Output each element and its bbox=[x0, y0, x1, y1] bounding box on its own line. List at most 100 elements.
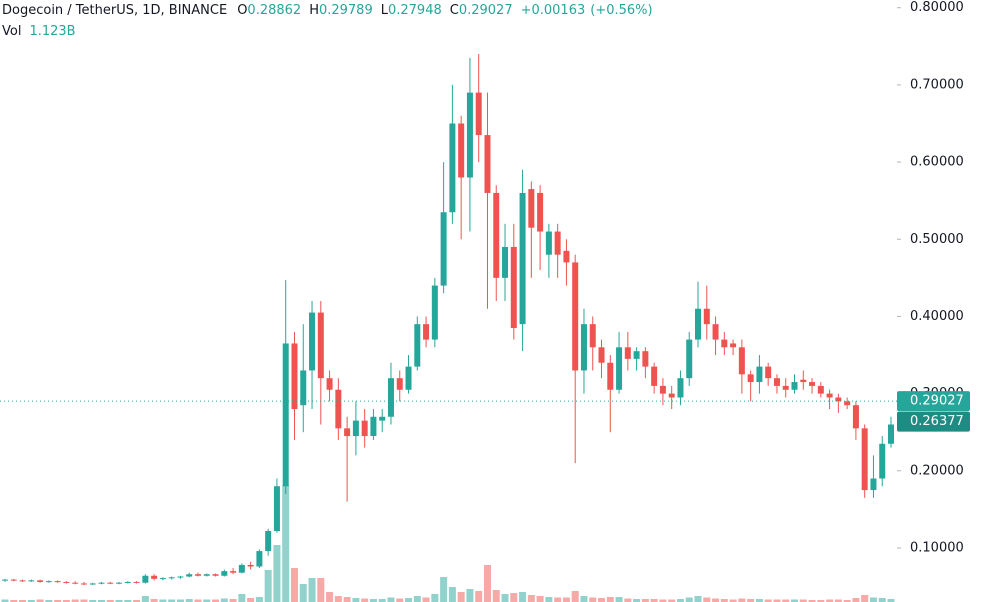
volume-bar bbox=[387, 597, 395, 602]
header-line: Dogecoin / TetherUS, 1D, BINANCE O0.28862… bbox=[2, 3, 653, 18]
y-tick-label: 0.70000 bbox=[910, 77, 964, 92]
candle-body bbox=[651, 366, 658, 386]
candle-body bbox=[449, 123, 456, 213]
price-marker-label: 0.26377 bbox=[910, 414, 964, 429]
volume-bar bbox=[45, 600, 53, 602]
volume-bar bbox=[448, 587, 456, 602]
volume-bar bbox=[817, 600, 825, 602]
volume-bar bbox=[273, 545, 281, 602]
candle-body bbox=[545, 231, 552, 255]
volume-bar bbox=[729, 599, 737, 602]
y-tick-label: 0.50000 bbox=[910, 232, 964, 247]
volume-bar bbox=[10, 600, 18, 602]
volume-bar bbox=[413, 596, 421, 602]
volume-bar bbox=[361, 598, 369, 602]
candle-body bbox=[510, 246, 517, 329]
volume-bar bbox=[510, 593, 518, 602]
candle-body bbox=[633, 351, 640, 359]
candle-body bbox=[861, 428, 868, 491]
volume-value: 1.123B bbox=[29, 24, 75, 39]
volume-bar bbox=[71, 599, 79, 602]
volume-bar bbox=[115, 600, 123, 602]
candle-body bbox=[817, 385, 824, 394]
volume-bar bbox=[501, 594, 509, 602]
volume-bar bbox=[869, 597, 877, 602]
candle-body bbox=[309, 312, 316, 371]
volume-bar bbox=[483, 565, 491, 602]
candle-body bbox=[765, 366, 772, 379]
candle-body bbox=[89, 583, 96, 585]
candle-body bbox=[37, 580, 44, 582]
candle-body bbox=[519, 192, 526, 325]
volume-bar bbox=[369, 599, 377, 602]
volume-bar bbox=[378, 599, 386, 602]
candle-body bbox=[572, 262, 579, 371]
candle-body bbox=[361, 420, 368, 437]
volume-bar bbox=[176, 599, 184, 602]
volume-bar bbox=[27, 600, 35, 602]
candle-body bbox=[580, 324, 587, 371]
volume-bar bbox=[650, 599, 658, 602]
candle-body bbox=[335, 389, 342, 429]
candle-body bbox=[151, 575, 158, 579]
candle-body bbox=[598, 347, 605, 363]
candle-body bbox=[273, 486, 280, 531]
volume-bar bbox=[554, 597, 562, 602]
volume-bar bbox=[580, 596, 588, 602]
candle-body bbox=[607, 362, 614, 390]
volume-bar bbox=[676, 599, 684, 602]
candle-body bbox=[466, 92, 473, 178]
plot-area bbox=[0, 54, 897, 602]
candle-body bbox=[256, 551, 263, 567]
price-marker-box bbox=[897, 391, 970, 412]
volume-bar bbox=[887, 599, 895, 602]
candle-body bbox=[300, 370, 307, 406]
candle-body bbox=[2, 579, 8, 581]
volume-bar bbox=[799, 599, 807, 602]
candle-body bbox=[80, 583, 87, 585]
volume-bar bbox=[185, 599, 193, 602]
header-backdrop bbox=[0, 0, 700, 42]
candle-body bbox=[265, 530, 272, 552]
candle-body bbox=[870, 478, 877, 491]
volume-bar bbox=[659, 599, 667, 602]
y-tick-label: 0.10000 bbox=[910, 540, 964, 555]
candle-body bbox=[756, 366, 763, 383]
volume-bar bbox=[598, 598, 606, 602]
volume-bar bbox=[519, 592, 527, 602]
candle-body bbox=[721, 339, 728, 348]
volume-bar bbox=[133, 600, 141, 602]
candle-body bbox=[668, 393, 675, 398]
candle-body bbox=[624, 347, 631, 359]
volume-bar bbox=[89, 600, 97, 602]
ohlc-label: C bbox=[450, 3, 459, 18]
candle-body bbox=[221, 571, 228, 576]
volume-bar bbox=[238, 594, 246, 602]
candle-body bbox=[168, 577, 175, 579]
candle-body bbox=[800, 379, 807, 383]
volume-bar bbox=[141, 596, 149, 602]
candle-body bbox=[352, 420, 359, 437]
volume-bar bbox=[615, 597, 623, 602]
volume-bar bbox=[457, 592, 465, 602]
volume-bar bbox=[826, 599, 834, 602]
volume-bar bbox=[764, 599, 772, 602]
candle-body bbox=[194, 574, 201, 576]
volume-bar bbox=[247, 598, 255, 602]
volume-bar bbox=[212, 599, 220, 602]
volume-bar bbox=[527, 595, 535, 602]
candle-body bbox=[554, 231, 561, 255]
ohlc-value: 0.29027 bbox=[459, 3, 513, 18]
candle-body bbox=[133, 581, 140, 583]
candle-body bbox=[502, 246, 509, 278]
ohlc-label: H bbox=[309, 3, 319, 18]
volume-bar bbox=[255, 597, 263, 602]
volume-bar bbox=[668, 599, 676, 602]
volume-bar bbox=[545, 597, 553, 602]
candle-body bbox=[537, 192, 544, 232]
volume-bar bbox=[352, 598, 360, 602]
candle-body bbox=[98, 582, 105, 584]
volume-bar bbox=[264, 570, 272, 602]
candle-body bbox=[317, 312, 324, 379]
